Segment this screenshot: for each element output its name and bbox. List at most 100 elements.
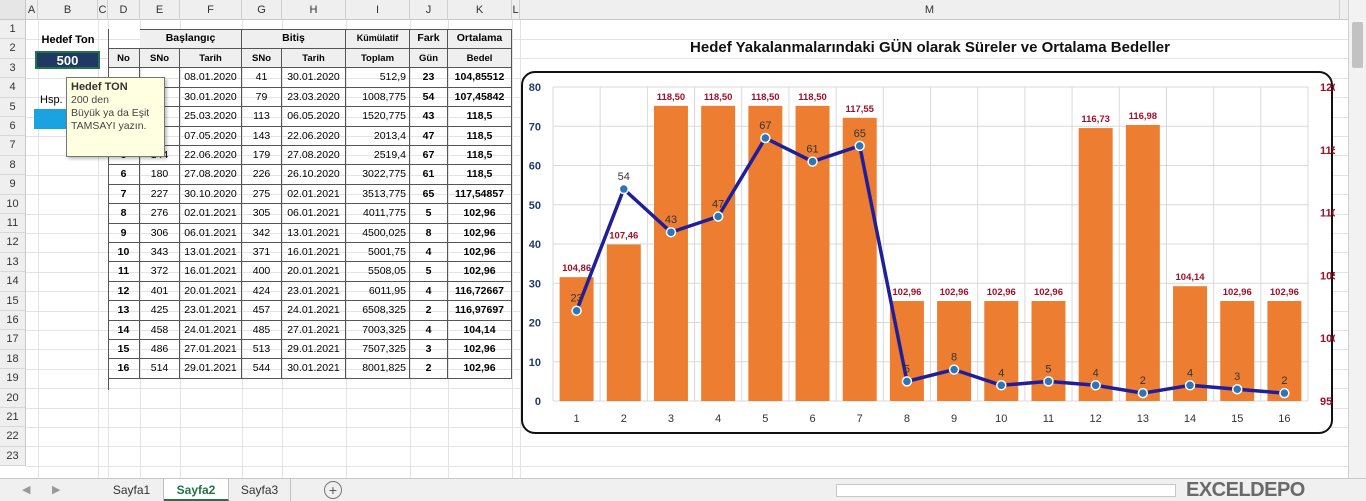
table-cell[interactable]: 25.03.2020 [180,107,242,127]
column-header[interactable]: C [98,0,108,20]
table-cell[interactable]: 8001,825 [346,359,410,379]
table-subheader[interactable]: SNo [140,49,180,69]
table-cell[interactable]: 512,9 [346,68,410,88]
group-header-cumulative[interactable]: Kümülatif [346,29,410,49]
row-header[interactable]: 10 [0,194,26,214]
table-cell[interactable]: 11 [108,262,140,282]
row-header[interactable]: 11 [0,214,26,234]
sheet-tab[interactable]: Sayfa2 [164,479,229,501]
column-header[interactable]: J [410,0,448,20]
row-header[interactable]: 20 [0,388,26,408]
bar[interactable] [937,301,972,401]
table-cell[interactable]: 16 [108,359,140,379]
table-cell[interactable]: 30.01.2021 [282,359,346,379]
table-cell[interactable]: 342 [242,223,282,243]
table-cell[interactable]: 118,5 [448,107,512,127]
table-cell[interactable]: 102,96 [448,340,512,360]
table-cell[interactable]: 13.01.2021 [180,243,242,263]
table-cell[interactable]: 27.01.2021 [180,340,242,360]
line-point[interactable] [807,156,818,167]
table-cell[interactable]: 8 [108,204,140,224]
bar[interactable] [1125,124,1160,401]
line-point[interactable] [1231,383,1243,395]
table-cell[interactable]: 29.01.2021 [282,340,346,360]
table-cell[interactable]: 102,96 [448,223,512,243]
bar[interactable] [748,105,783,401]
column-header[interactable]: K [448,0,512,20]
table-cell[interactable]: 6011,95 [346,281,410,302]
table-cell[interactable]: 275 [242,184,282,205]
table-cell[interactable]: 27.08.2020 [282,146,346,166]
table-cell[interactable]: 23.01.2021 [282,281,346,302]
table-cell[interactable]: 2519,4 [346,146,410,166]
table-cell[interactable]: 43 [410,107,448,127]
table-cell[interactable]: 2013,4 [346,126,410,146]
table-cell[interactable]: 47 [410,126,448,146]
row-header[interactable]: 17 [0,330,26,350]
table-cell[interactable]: 08.01.2020 [180,68,242,88]
table-cell[interactable]: 9 [108,223,140,243]
bar[interactable] [1078,128,1113,401]
table-cell[interactable]: 226 [242,165,282,185]
table-cell[interactable]: 102,96 [448,359,512,379]
table-cell[interactable]: 102,96 [448,204,512,224]
table-cell[interactable]: 3 [410,340,448,360]
table-subheader[interactable]: Bedel [448,49,512,69]
table-cell[interactable]: 29.01.2021 [180,359,242,379]
table-cell[interactable]: 1520,775 [346,107,410,127]
table-cell[interactable]: 227 [140,184,180,205]
table-cell[interactable]: 16.01.2021 [180,262,242,282]
table-cell[interactable]: 12 [108,281,140,302]
table-cell[interactable]: 61 [410,165,448,185]
chart-box[interactable]: 0102030405060708095100105110115120123456… [521,71,1335,434]
bar[interactable] [559,277,594,401]
table-cell[interactable]: 7507,325 [346,340,410,360]
table-cell[interactable]: 544 [242,359,282,379]
table-cell[interactable]: 06.01.2021 [282,204,346,224]
table-cell[interactable]: 26.10.2020 [282,165,346,185]
table-cell[interactable]: 179 [242,146,282,166]
row-header[interactable]: 21 [0,408,26,428]
table-cell[interactable]: 23 [410,68,448,88]
table-cell[interactable]: 486 [140,340,180,360]
table-cell[interactable]: 372 [140,262,180,282]
table-cell[interactable]: 4011,775 [346,204,410,224]
table-cell[interactable]: 15 [108,340,140,360]
table-cell[interactable]: 24.01.2021 [282,301,346,321]
line-point[interactable] [712,211,724,222]
column-header[interactable]: G [242,0,282,20]
table-cell[interactable]: 305 [242,204,282,224]
table-cell[interactable]: 7 [108,184,140,205]
line-point[interactable] [901,376,913,387]
row-header[interactable]: 16 [0,311,26,331]
table-cell[interactable]: 22.06.2020 [282,126,346,146]
table-cell[interactable]: 485 [242,320,282,340]
table-cell[interactable]: 457 [242,301,282,321]
table-cell[interactable]: 5 [410,262,448,282]
column-header[interactable]: I [346,0,410,20]
table-cell[interactable]: 79 [242,87,282,108]
table-cell[interactable]: 7003,325 [346,320,410,340]
horizontal-scrollbar[interactable] [836,484,1176,497]
table-cell[interactable]: 118,5 [448,146,512,166]
table-cell[interactable]: 180 [140,165,180,185]
table-cell[interactable]: 06.05.2020 [282,107,346,127]
table-cell[interactable]: 30.01.2020 [282,68,346,88]
row-header[interactable]: 1 [0,20,26,40]
bar[interactable] [653,105,688,401]
row-header[interactable]: 18 [0,349,26,370]
column-header[interactable]: E [140,0,180,20]
table-cell[interactable]: 5001,75 [346,243,410,263]
line-point[interactable] [618,183,630,195]
column-header[interactable]: B [38,0,98,20]
table-cell[interactable]: 116,97697 [448,301,512,321]
table-cell[interactable]: 02.01.2021 [282,184,346,205]
table-subheader[interactable]: Tarih [180,49,242,69]
table-cell[interactable]: 23.03.2020 [282,87,346,108]
table-cell[interactable]: 30.01.2020 [180,87,242,108]
group-header-fark[interactable]: Fark [410,29,448,49]
table-cell[interactable]: 6 [108,165,140,185]
table-subheader[interactable]: No [108,49,140,69]
table-cell[interactable]: 4 [410,281,448,302]
row-header[interactable]: 2 [0,39,26,59]
